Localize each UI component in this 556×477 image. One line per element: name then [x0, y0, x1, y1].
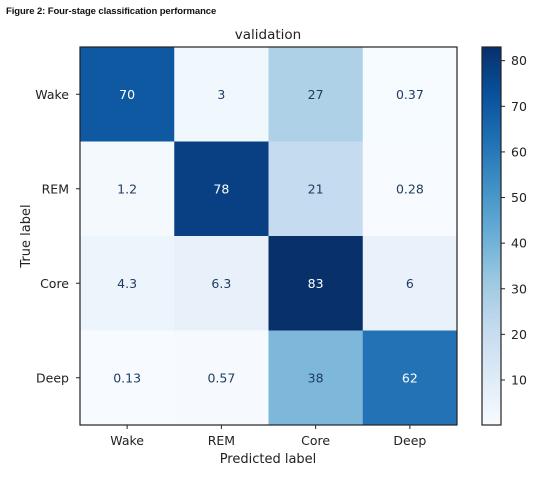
heatmap-cell	[80, 47, 175, 142]
cell-value-label: 6.3	[211, 276, 231, 291]
heatmap-cell	[268, 330, 364, 426]
x-axis-label: Predicted label	[220, 452, 317, 467]
cell-value-label: 70	[119, 87, 135, 102]
y-tick-label: Deep	[36, 370, 69, 385]
colorbar-tick-label: 70	[511, 99, 527, 114]
cell-value-label: 0.37	[396, 87, 424, 102]
plot-frame	[79, 46, 458, 426]
cell-value-label: 4.3	[117, 276, 137, 291]
heatmap-cells: 70 3 27 0.37 1.2 78 21 0.28 4.3 6.3 83 6 0.13 0.57 38 6…	[80, 47, 458, 426]
heatmap-cell	[80, 141, 175, 237]
x-tick-label: Wake	[110, 433, 144, 448]
y-tick-label: Core	[40, 276, 69, 291]
cell-value-label: 0.28	[396, 181, 424, 196]
x-tick-label: REM	[208, 433, 235, 448]
chart-title: validation	[235, 27, 301, 43]
colorbar-ticks: 10 20 30 40 50 60 70 80	[501, 53, 527, 387]
heatmap-cell	[362, 330, 458, 426]
heatmap-cell	[174, 330, 269, 426]
cell-value-label: 83	[308, 276, 324, 291]
cell-value-label: 6	[406, 276, 414, 291]
cell-value-label: 1.2	[117, 181, 137, 196]
y-tick-labels: Wake REM Core Deep	[35, 87, 80, 385]
heatmap-cell	[362, 47, 458, 142]
cell-value-label: 21	[308, 181, 324, 196]
colorbar-tick-label: 30	[511, 281, 527, 296]
colorbar	[481, 46, 502, 426]
colorbar-tick-label: 60	[511, 144, 527, 159]
y-tick-label: Wake	[35, 87, 69, 102]
figure-caption: Figure 2: Four-stage classification perf…	[6, 6, 217, 17]
x-tick-label: Deep	[393, 433, 426, 448]
cell-value-label: 3	[217, 87, 225, 102]
y-tick-label: REM	[42, 181, 69, 196]
y-axis-label: True label	[19, 204, 34, 268]
heatmap-cell	[362, 236, 458, 331]
cell-value-label: 0.13	[113, 370, 141, 385]
colorbar-tick-label: 80	[511, 53, 527, 68]
heatmap-cell	[268, 47, 364, 142]
colorbar-tick-label: 50	[511, 190, 527, 205]
heatmap-cell	[362, 141, 458, 237]
heatmap-cell	[80, 330, 175, 426]
heatmap-cell	[268, 236, 364, 331]
colorbar-tick-label: 20	[511, 327, 527, 342]
heatmap-cell	[174, 141, 269, 237]
cell-value-label: 27	[308, 87, 324, 102]
cell-value-label: 62	[402, 370, 418, 385]
x-tick-label: Core	[301, 433, 330, 448]
heatmap-cell	[268, 141, 364, 237]
heatmap-cell	[174, 47, 269, 142]
colorbar-tick-label: 10	[511, 372, 527, 387]
cell-value-label: 0.57	[207, 370, 235, 385]
cell-value-label: 78	[213, 181, 229, 196]
heatmap-cell	[80, 236, 175, 331]
colorbar-tick-label: 40	[511, 236, 527, 251]
x-tick-labels: Wake REM Core Deep	[110, 425, 426, 448]
heatmap-cell	[174, 236, 269, 331]
cell-value-label: 38	[308, 370, 324, 385]
